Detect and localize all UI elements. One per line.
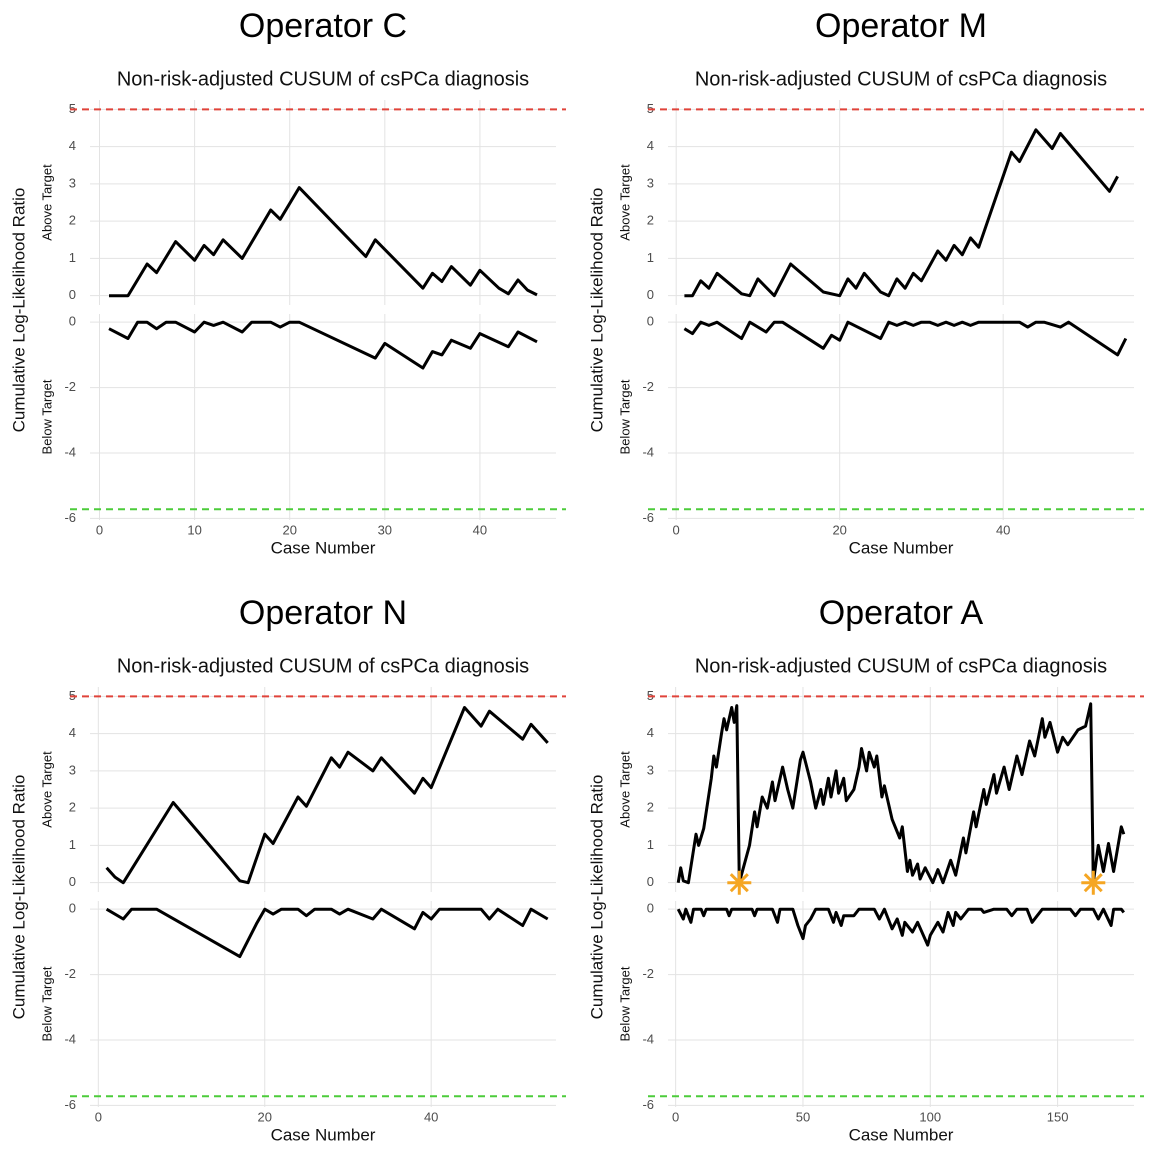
- x-tick-label: 40: [424, 1109, 438, 1124]
- y-tick-label: -6: [64, 1097, 76, 1112]
- y-axis-label: Cumulative Log-Likelihood Ratio: [587, 775, 606, 1020]
- y-tick-label: 5: [647, 101, 654, 116]
- y-tick-label: 0: [647, 874, 654, 889]
- y-tick-label: 0: [69, 314, 76, 329]
- y-tick-label: -2: [642, 966, 654, 981]
- cusum-line: [676, 907, 1125, 947]
- y-tick-label: 0: [69, 874, 76, 889]
- y-tick-label: 3: [647, 175, 654, 190]
- signal-marker: [1081, 870, 1106, 895]
- y-tick-label: 0: [647, 314, 654, 329]
- x-tick-label: 20: [258, 1109, 272, 1124]
- y-tick-label: 1: [647, 837, 654, 852]
- y-tick-label: -4: [642, 444, 654, 459]
- y-tick-label: 3: [69, 762, 76, 777]
- y-axis-label: Cumulative Log-Likelihood Ratio: [587, 188, 606, 433]
- x-tick-label: 40: [473, 522, 487, 537]
- sub-axis-label: Above Target: [39, 164, 54, 241]
- y-tick-label: -6: [642, 510, 654, 525]
- sub-axis-label: Above Target: [617, 164, 632, 241]
- y-tick-label: 2: [69, 213, 76, 228]
- y-tick-label: 2: [69, 800, 76, 815]
- x-tick-label: 0: [673, 522, 680, 537]
- y-tick-label: -4: [64, 1031, 76, 1046]
- y-tick-label: -2: [64, 379, 76, 394]
- y-tick-label: -6: [642, 1097, 654, 1112]
- cusum-line: [109, 186, 538, 298]
- x-tick-label: 150: [1047, 1109, 1069, 1124]
- cusum-line: [676, 702, 1126, 885]
- x-axis-label: Case Number: [849, 538, 954, 557]
- cusum-line: [105, 907, 549, 959]
- sub-axis-label: Above Target: [39, 751, 54, 828]
- x-tick-label: 20: [282, 522, 296, 537]
- panel-title: Operator N: [239, 594, 407, 632]
- cusum-line: [108, 320, 538, 370]
- y-tick-label: -2: [64, 966, 76, 981]
- y-tick-label: 1: [69, 837, 76, 852]
- panel-subtitle: Non-risk-adjusted CUSUM of csPCa diagnos…: [117, 68, 529, 90]
- x-tick-label: 20: [832, 522, 846, 537]
- sub-axis-label: Below Target: [39, 966, 54, 1041]
- signal-marker: [727, 870, 752, 895]
- x-tick-label: 10: [187, 522, 201, 537]
- y-tick-label: -4: [64, 444, 76, 459]
- y-tick-label: 0: [647, 287, 654, 302]
- y-tick-label: -4: [642, 1031, 654, 1046]
- y-tick-label: -2: [642, 379, 654, 394]
- y-tick-label: -6: [64, 510, 76, 525]
- x-tick-label: 40: [996, 522, 1010, 537]
- y-tick-label: 2: [647, 800, 654, 815]
- y-tick-label: 3: [647, 762, 654, 777]
- y-tick-label: 4: [647, 725, 654, 740]
- y-tick-label: 5: [647, 688, 654, 703]
- cusum-line: [683, 320, 1128, 357]
- y-axis-label: Cumulative Log-Likelihood Ratio: [9, 775, 28, 1020]
- y-tick-label: 0: [69, 901, 76, 916]
- cusum-line: [105, 706, 549, 885]
- x-axis-label: Case Number: [271, 538, 376, 557]
- panel-title: Operator C: [239, 7, 407, 45]
- sub-axis-label: Above Target: [617, 751, 632, 828]
- x-tick-label: 0: [95, 1109, 102, 1124]
- x-axis-label: Case Number: [271, 1125, 376, 1144]
- panel-subtitle: Non-risk-adjusted CUSUM of csPCa diagnos…: [117, 655, 529, 677]
- y-tick-label: 4: [69, 725, 76, 740]
- y-tick-label: 0: [647, 901, 654, 916]
- y-tick-label: 4: [69, 138, 76, 153]
- y-tick-label: 5: [69, 101, 76, 116]
- y-tick-label: 3: [69, 175, 76, 190]
- panel-subtitle: Non-risk-adjusted CUSUM of csPCa diagnos…: [695, 68, 1107, 90]
- y-tick-label: 1: [647, 250, 654, 265]
- y-axis-label: Cumulative Log-Likelihood Ratio: [9, 188, 28, 433]
- y-tick-label: 4: [647, 138, 654, 153]
- cusum-line: [684, 128, 1119, 298]
- panel-title: Operator A: [819, 594, 984, 632]
- sub-axis-label: Below Target: [617, 379, 632, 454]
- y-tick-label: 0: [69, 287, 76, 302]
- y-tick-label: 2: [647, 213, 654, 228]
- x-tick-label: 50: [796, 1109, 810, 1124]
- x-axis-label: Case Number: [849, 1125, 954, 1144]
- panel-subtitle: Non-risk-adjusted CUSUM of csPCa diagnos…: [695, 655, 1107, 677]
- sub-axis-label: Below Target: [39, 379, 54, 454]
- y-tick-label: 1: [69, 250, 76, 265]
- x-tick-label: 100: [919, 1109, 941, 1124]
- sub-axis-label: Below Target: [617, 966, 632, 1041]
- x-tick-label: 0: [672, 1109, 679, 1124]
- x-tick-label: 0: [96, 522, 103, 537]
- y-tick-label: 5: [69, 688, 76, 703]
- panel-title: Operator M: [815, 7, 987, 45]
- x-tick-label: 30: [378, 522, 392, 537]
